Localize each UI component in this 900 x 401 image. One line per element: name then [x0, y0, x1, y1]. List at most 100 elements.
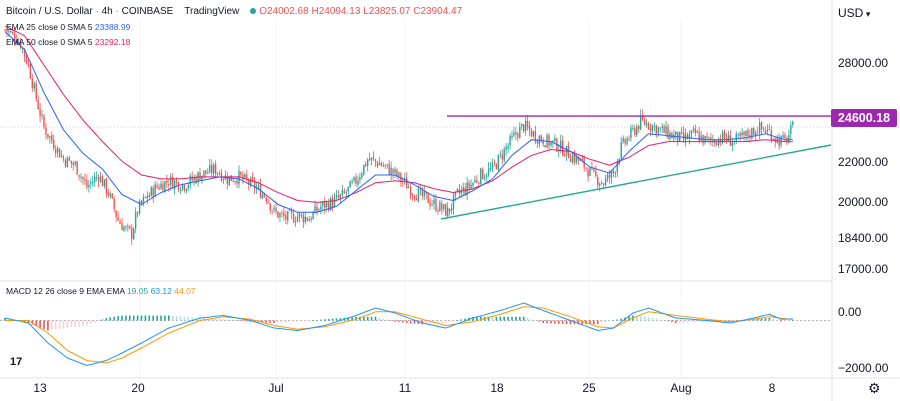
- candle-body: [357, 180, 359, 185]
- candle-body: [111, 193, 113, 199]
- candle-body: [645, 122, 648, 126]
- candle-body: [764, 130, 767, 134]
- candle-body: [606, 174, 609, 180]
- candle-body: [419, 188, 422, 190]
- candle-body: [688, 133, 691, 139]
- candle-body: [353, 176, 355, 181]
- macd-hist-bar: [495, 316, 498, 321]
- macd-hist-bar: [249, 320, 252, 322]
- candle-body: [768, 129, 771, 131]
- candle-body: [39, 108, 41, 117]
- macd-hist-bar: [542, 320, 544, 323]
- candle-body: [179, 189, 182, 191]
- candle-body: [772, 138, 774, 140]
- candle-body: [304, 216, 306, 223]
- candle-body: [166, 180, 168, 183]
- candle-body: [653, 125, 656, 127]
- candle-body: [675, 131, 677, 136]
- candle-body: [774, 138, 776, 142]
- candle-body: [511, 135, 513, 138]
- candle-body: [589, 167, 591, 177]
- candle-body: [127, 225, 129, 227]
- macd-hist-bar: [47, 320, 49, 331]
- candle-body: [341, 190, 344, 195]
- candle-body: [390, 167, 392, 175]
- candle-body: [571, 155, 574, 163]
- candle-body: [690, 130, 693, 135]
- candle-body: [95, 176, 98, 178]
- candle-body: [585, 167, 587, 169]
- macd-hist-bar: [464, 318, 466, 321]
- macd-hist-bar: [577, 320, 580, 325]
- macd-hist-bar: [27, 320, 30, 323]
- candle-body: [731, 142, 734, 146]
- ema25-line: [4, 31, 793, 213]
- candle-body: [240, 171, 242, 176]
- candle-body: [343, 190, 345, 193]
- candle-body: [766, 129, 769, 132]
- tradingview-logo[interactable]: 17: [10, 356, 23, 368]
- candle-body: [694, 128, 696, 134]
- candle-body: [439, 202, 441, 212]
- candle-body: [31, 78, 33, 88]
- chevron-down-icon: ▾: [863, 9, 871, 19]
- candle-body: [105, 178, 108, 194]
- candle-body: [191, 176, 193, 181]
- candle-body: [359, 177, 361, 181]
- candle-body: [443, 204, 445, 210]
- candle-body: [682, 132, 685, 140]
- macd-hist-bar: [612, 320, 615, 322]
- macd-hist-bar: [417, 320, 420, 324]
- candle-body: [74, 162, 76, 165]
- macd-hist-bar: [538, 320, 541, 322]
- macd-hist-bar: [222, 319, 225, 321]
- candle-body: [421, 188, 423, 197]
- macd-hist-bar: [374, 316, 377, 321]
- macd-hist-bar: [636, 315, 638, 321]
- macd-hist-bar: [394, 320, 396, 322]
- symbol-name[interactable]: Bitcoin / U.S. Dollar: [6, 6, 93, 17]
- candle-body: [487, 168, 490, 176]
- candle-body: [14, 33, 16, 41]
- candle-body: [318, 209, 320, 211]
- candle-body: [287, 211, 289, 221]
- macd-hist-bar: [694, 320, 697, 323]
- candle-body: [60, 155, 63, 157]
- candle-body: [298, 213, 301, 218]
- candle-body: [757, 132, 759, 134]
- candle-body: [581, 158, 583, 160]
- interval[interactable]: 4h: [101, 6, 113, 17]
- candle-body: [696, 131, 698, 133]
- candle-body: [460, 190, 462, 194]
- gear-icon[interactable]: ⚙: [868, 380, 881, 396]
- candle-body: [376, 161, 379, 167]
- macd-legend[interactable]: MACD 12 26 close 9 EMA EMA 19.05 63.12 4…: [6, 286, 196, 296]
- candle-body: [117, 216, 119, 221]
- candle-body: [521, 123, 523, 126]
- candle-body: [489, 167, 492, 169]
- candle-body: [530, 129, 533, 137]
- candle-body: [454, 191, 457, 196]
- macd-hist-bar: [109, 317, 112, 321]
- candle-body: [259, 184, 262, 198]
- ema50-legend[interactable]: EMA 50 close 0 SMA 5 23292.18: [6, 37, 130, 47]
- candle-body: [129, 226, 131, 229]
- candle-body: [355, 176, 357, 184]
- macd-hist-bar: [444, 320, 447, 323]
- macd-hist-bar: [285, 320, 287, 323]
- candle-body: [250, 178, 252, 186]
- drawing-annotations: [440, 115, 832, 220]
- candle-body: [579, 158, 581, 161]
- currency-selector[interactable]: USD ▾: [838, 6, 870, 20]
- candle-body: [396, 169, 398, 177]
- ema25-legend[interactable]: EMA 25 close 0 SMA 5 23388.99: [6, 22, 130, 32]
- ema25-label: EMA 25 close 0 SMA 5: [6, 22, 93, 32]
- candle-body: [218, 173, 221, 175]
- macd-hist-bar: [717, 320, 720, 322]
- chart-header: Bitcoin / U.S. Dollar · 4h · COINBASE Tr…: [6, 6, 463, 17]
- macd-hist-bar: [359, 316, 361, 321]
- candle-body: [285, 215, 287, 220]
- macd-hist-bar: [339, 318, 342, 321]
- candle-body: [501, 154, 503, 160]
